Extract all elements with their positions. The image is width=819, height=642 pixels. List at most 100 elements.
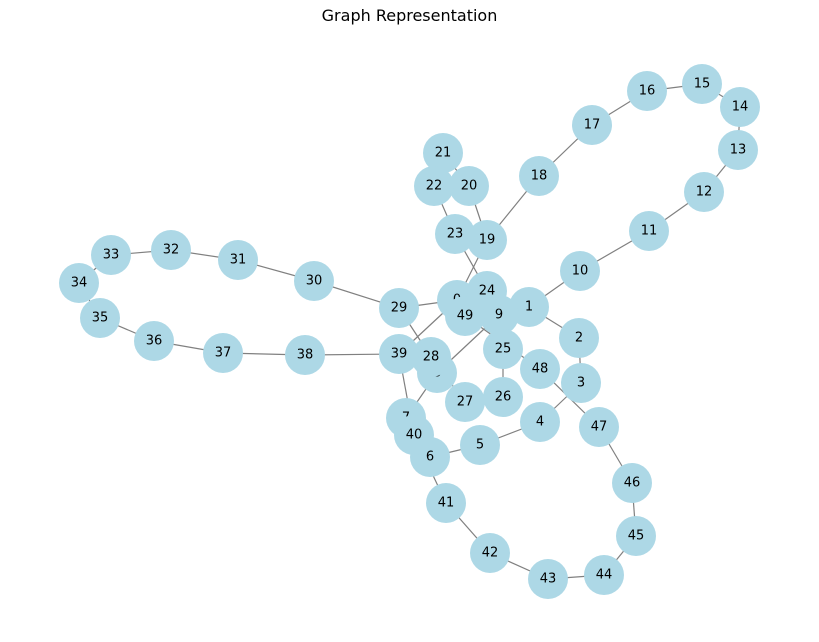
- node-circle: [91, 235, 131, 275]
- node-23: 23: [435, 214, 475, 254]
- node-17: 17: [572, 105, 612, 145]
- node-circle: [528, 559, 568, 599]
- node-2: 2: [559, 318, 599, 358]
- node-26: 26: [483, 377, 523, 417]
- node-12: 12: [684, 172, 724, 212]
- node-label: 37: [215, 346, 232, 361]
- node-circle: [520, 349, 560, 389]
- node-label: 42: [482, 546, 499, 561]
- node-circle: [203, 333, 243, 373]
- node-label: 1: [525, 300, 533, 315]
- node-label: 48: [532, 362, 549, 377]
- node-label: 21: [435, 146, 452, 161]
- node-33: 33: [91, 235, 131, 275]
- node-29: 29: [379, 288, 419, 328]
- node-45: 45: [616, 516, 656, 556]
- node-circle: [394, 415, 434, 455]
- node-1: 1: [509, 287, 549, 327]
- node-label: 20: [461, 179, 478, 194]
- node-38: 38: [285, 335, 325, 375]
- node-circle: [584, 555, 624, 595]
- node-label: 28: [423, 350, 440, 365]
- node-19: 19: [467, 220, 507, 260]
- node-circle: [560, 251, 600, 291]
- node-circle: [684, 172, 724, 212]
- node-label: 31: [230, 253, 247, 268]
- node-32: 32: [151, 230, 191, 270]
- node-label: 33: [103, 248, 120, 263]
- node-label: 5: [476, 438, 484, 453]
- node-18: 18: [519, 156, 559, 196]
- node-circle: [426, 483, 466, 523]
- node-36: 36: [134, 321, 174, 361]
- node-label: 44: [596, 568, 613, 583]
- node-4: 4: [520, 402, 560, 442]
- node-20: 20: [449, 166, 489, 206]
- node-circle: [509, 287, 549, 327]
- node-label: 10: [572, 264, 589, 279]
- node-label: 45: [628, 529, 645, 544]
- node-label: 15: [694, 77, 711, 92]
- node-31: 31: [218, 240, 258, 280]
- node-circle: [449, 166, 489, 206]
- node-circle: [379, 288, 419, 328]
- node-46: 46: [612, 463, 652, 503]
- node-label: 24: [479, 284, 496, 299]
- node-circle: [379, 334, 419, 374]
- node-label: 14: [732, 100, 749, 115]
- node-label: 43: [540, 572, 557, 587]
- node-11: 11: [629, 211, 669, 251]
- node-label: 27: [457, 395, 474, 410]
- node-circle: [134, 321, 174, 361]
- edge-layer: [78, 83, 741, 580]
- node-43: 43: [528, 559, 568, 599]
- node-circle: [616, 516, 656, 556]
- node-label: 34: [71, 276, 88, 291]
- node-35: 35: [80, 298, 120, 338]
- node-circle: [59, 263, 99, 303]
- node-16: 16: [627, 71, 667, 111]
- node-30: 30: [294, 261, 334, 301]
- node-42: 42: [470, 533, 510, 573]
- node-label: 22: [426, 179, 443, 194]
- node-label: 46: [624, 476, 641, 491]
- node-10: 10: [560, 251, 600, 291]
- node-41: 41: [426, 483, 466, 523]
- node-label: 9: [495, 308, 503, 323]
- node-label: 40: [406, 428, 423, 443]
- node-label: 29: [391, 301, 408, 316]
- node-label: 19: [479, 233, 496, 248]
- node-40: 40: [394, 415, 434, 455]
- node-label: 16: [639, 84, 656, 99]
- node-28: 28: [411, 337, 451, 377]
- node-37: 37: [203, 333, 243, 373]
- node-circle: [579, 407, 619, 447]
- node-label: 30: [306, 274, 323, 289]
- node-circle: [520, 402, 560, 442]
- node-circle: [80, 298, 120, 338]
- node-14: 14: [720, 87, 760, 127]
- node-circle: [460, 425, 500, 465]
- graph-title: Graph Representation: [321, 6, 498, 25]
- node-circle: [572, 105, 612, 145]
- node-label: 18: [531, 169, 548, 184]
- node-label: 41: [438, 496, 455, 511]
- node-circle: [559, 318, 599, 358]
- node-label: 47: [591, 420, 608, 435]
- node-label: 3: [577, 376, 585, 391]
- node-circle: [414, 166, 454, 206]
- node-circle: [720, 87, 760, 127]
- node-label: 12: [696, 185, 713, 200]
- node-circle: [682, 64, 722, 104]
- node-layer: 0123456789101112131415161718192021222324…: [59, 64, 760, 599]
- node-27: 27: [445, 382, 485, 422]
- node-34: 34: [59, 263, 99, 303]
- node-label: 4: [536, 415, 544, 430]
- node-label: 6: [426, 450, 434, 465]
- node-circle: [470, 533, 510, 573]
- node-circle: [411, 337, 451, 377]
- node-39: 39: [379, 334, 419, 374]
- node-5: 5: [460, 425, 500, 465]
- node-label: 49: [457, 309, 474, 324]
